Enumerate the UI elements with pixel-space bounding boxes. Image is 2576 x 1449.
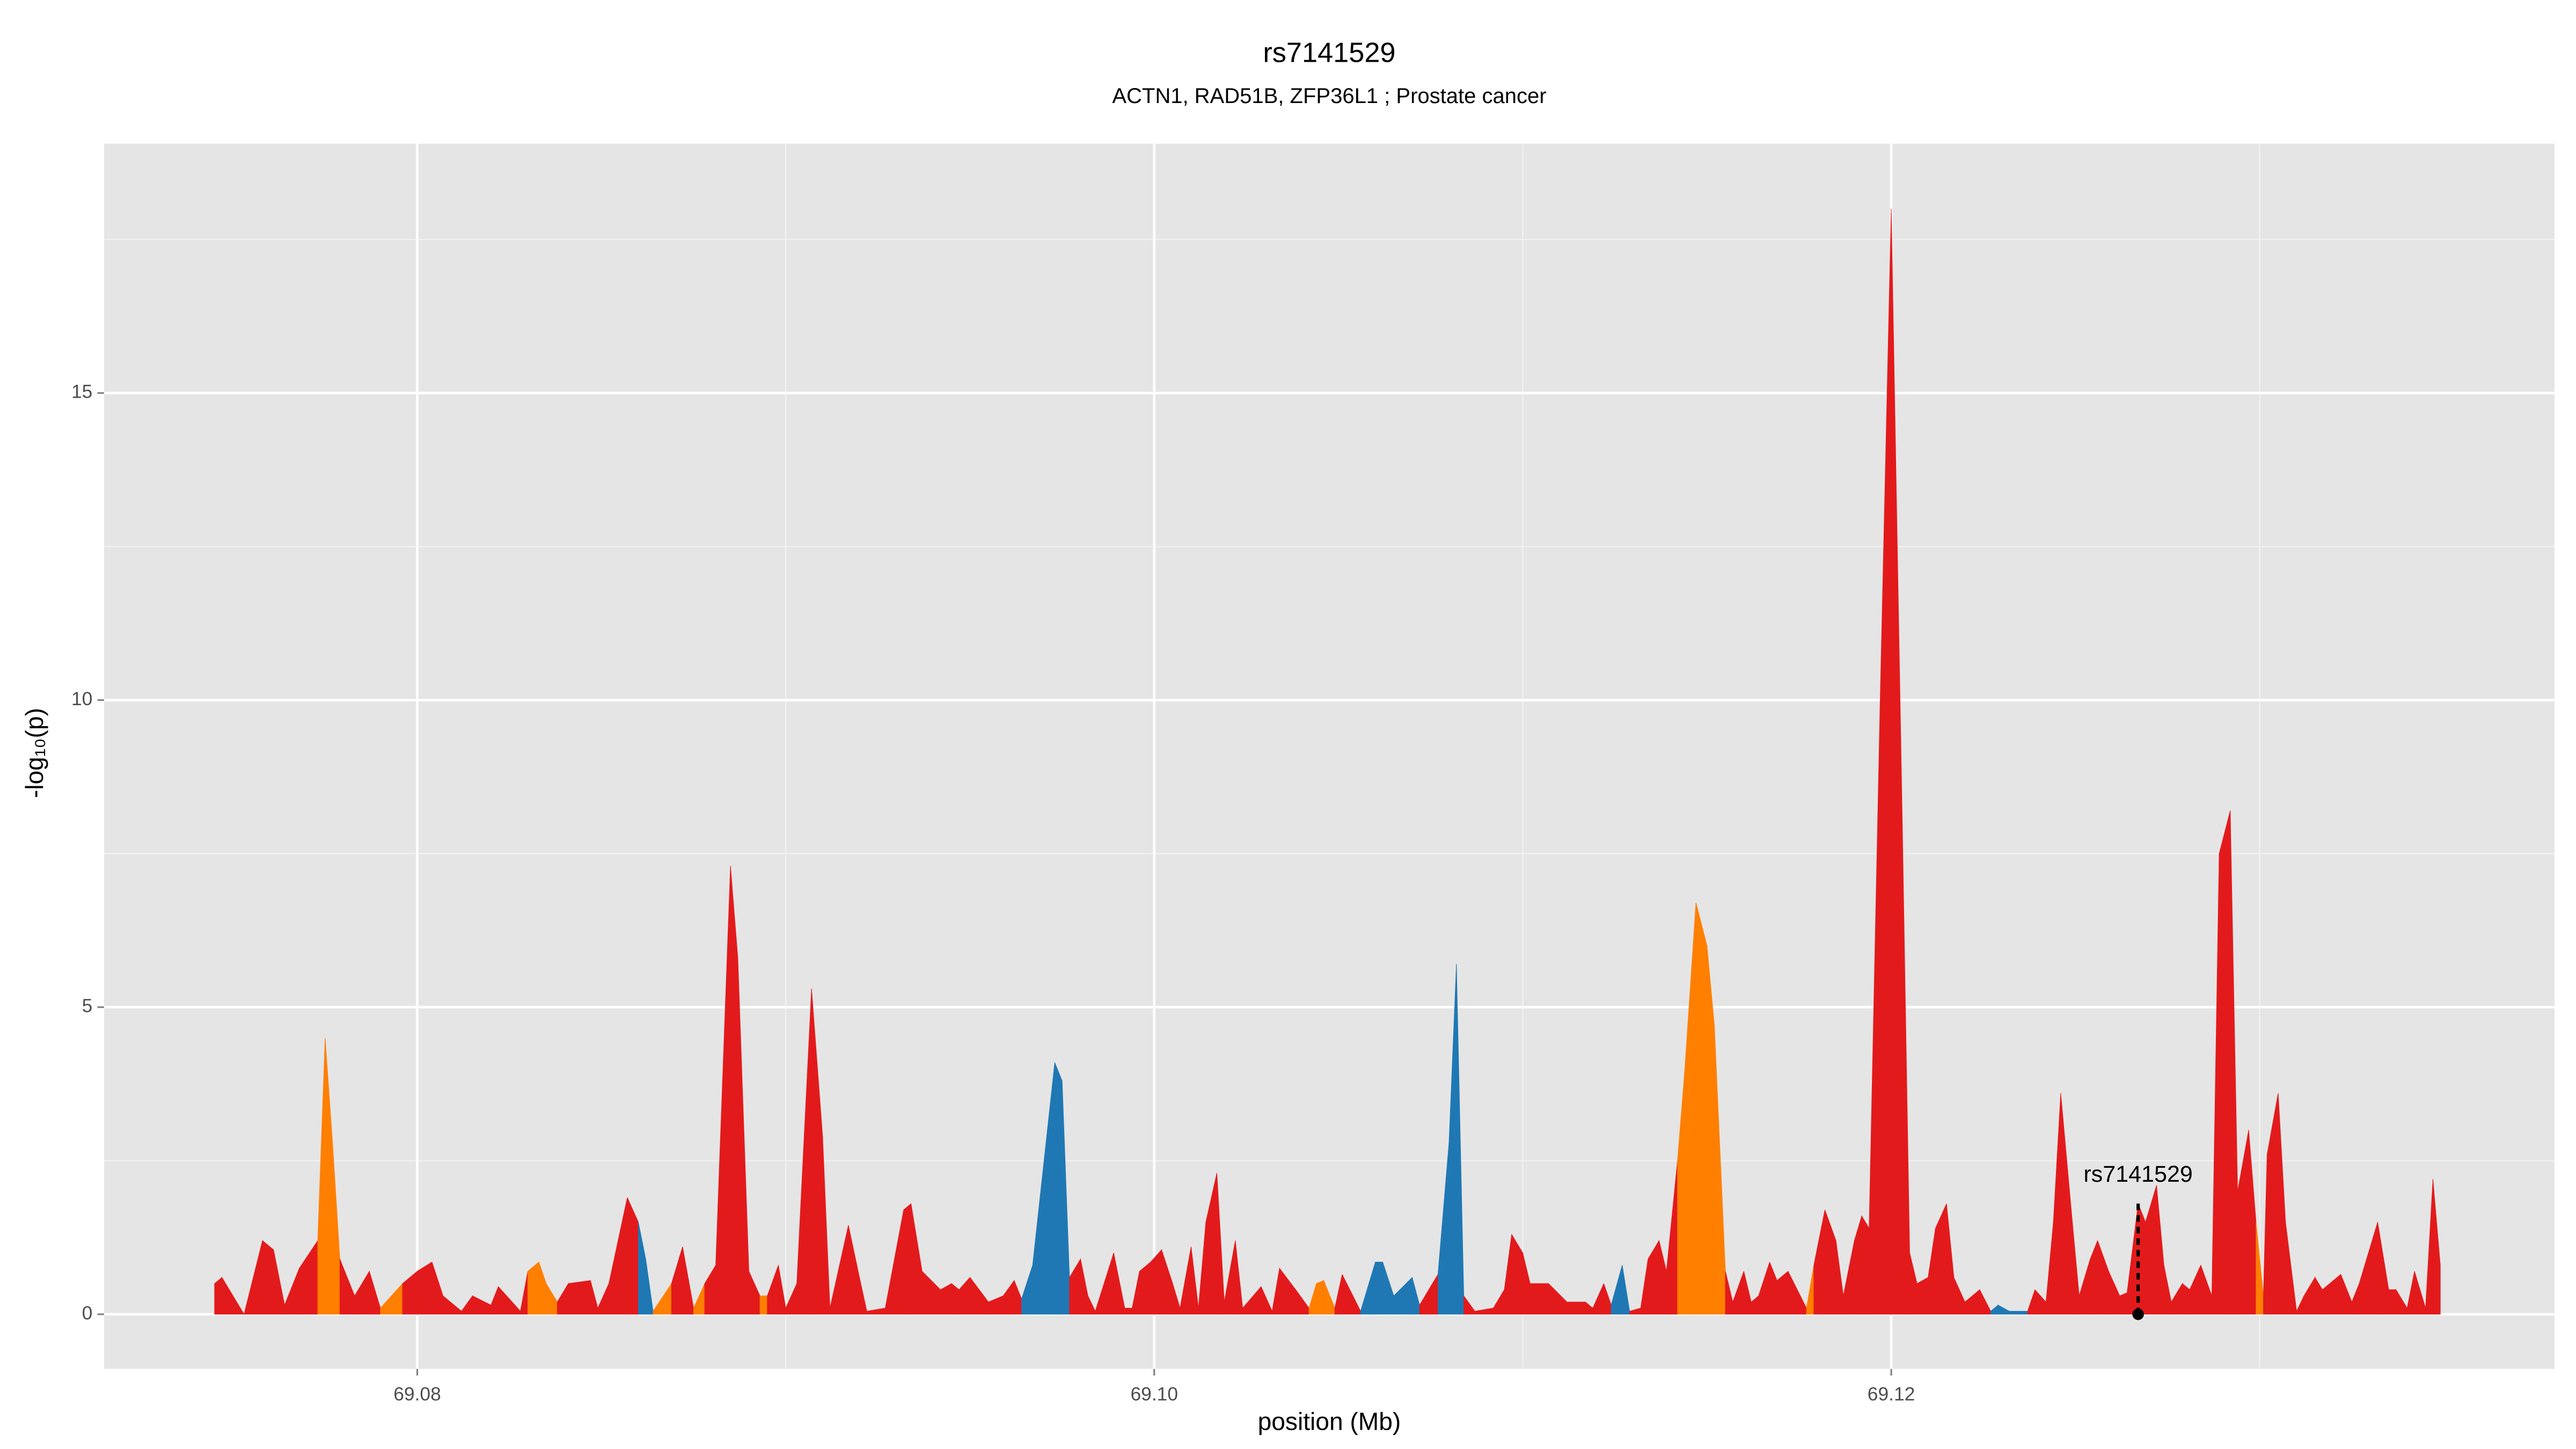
- chart-subtitle: ACTN1, RAD51B, ZFP36L1 ; Prostate cancer: [1112, 84, 1546, 108]
- x-tick-label: 69.10: [1131, 1384, 1179, 1404]
- area-segment: [2009, 1311, 2028, 1315]
- area-segment: [417, 1261, 433, 1315]
- y-tick-label: 10: [71, 689, 92, 709]
- area-segment: [2388, 1289, 2397, 1315]
- y-tick-label: 5: [82, 996, 93, 1016]
- x-axis-title: position (Mb): [1258, 1407, 1401, 1435]
- area-segment: [1695, 903, 1708, 1315]
- area-segment: [903, 1203, 912, 1315]
- area-segment: [528, 1261, 539, 1315]
- area-segment: [1529, 1283, 1549, 1315]
- area-segment: [1316, 1280, 1324, 1315]
- annotation-point: [2132, 1308, 2144, 1320]
- area-segment: [1567, 1301, 1586, 1315]
- area-segment: [1139, 1261, 1151, 1315]
- area-segment: [568, 1280, 591, 1315]
- area-segment: [1124, 1308, 1133, 1315]
- y-tick-label: 15: [71, 382, 92, 402]
- x-tick-label: 69.12: [1868, 1384, 1915, 1404]
- x-tick-label: 69.08: [393, 1384, 441, 1404]
- area-segment: [2219, 810, 2231, 1315]
- y-tick-label: 0: [82, 1302, 93, 1323]
- area-segment: [1861, 1215, 1870, 1315]
- area: [214, 208, 2441, 1315]
- area-segment: [1054, 1062, 1063, 1315]
- area-segment: [262, 1240, 274, 1315]
- area-segment: [1916, 1277, 1929, 1315]
- area-segment: [1375, 1262, 1383, 1315]
- area-segment: [222, 1276, 245, 1315]
- chart-title: rs7141529: [1263, 37, 1395, 68]
- area-segment: [2432, 1179, 2441, 1315]
- y-axis-title: -log₁₀(p): [20, 708, 48, 798]
- area-segment: [759, 1296, 768, 1315]
- area-segment: [2119, 1292, 2127, 1315]
- annotation-label: rs7141529: [2083, 1161, 2193, 1187]
- plot-panel: [104, 143, 2555, 1369]
- area-segment: [214, 1277, 223, 1315]
